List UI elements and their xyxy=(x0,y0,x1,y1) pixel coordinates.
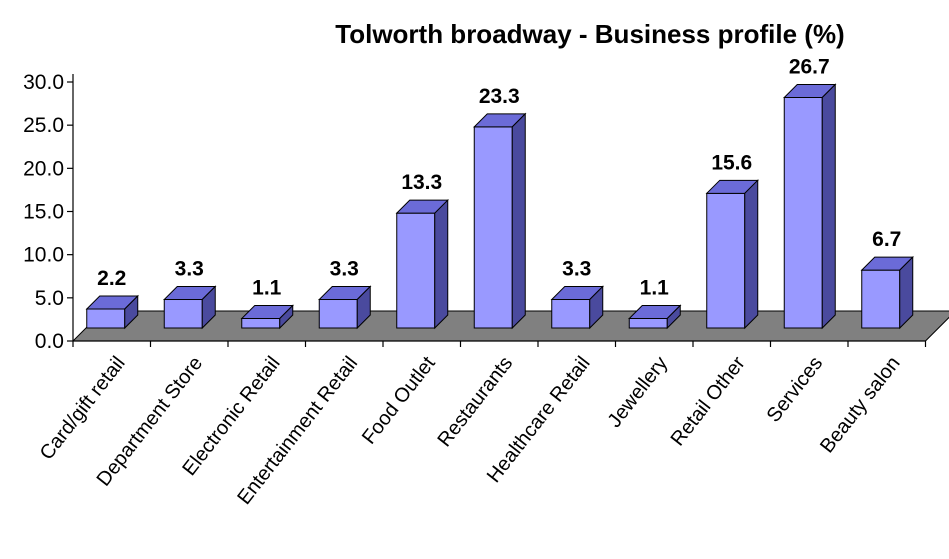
bar xyxy=(395,198,449,330)
bar-side xyxy=(356,285,371,330)
bar-front xyxy=(396,212,436,329)
data-label: 13.3 xyxy=(401,171,442,194)
chart-title: Tolworth broadway - Business profile (%) xyxy=(335,19,844,49)
axes-group: 0.0 5.0 10.0 15.0 20.0 25.0 30.0 xyxy=(23,71,927,353)
bar-side xyxy=(744,179,759,330)
y-tick-label: 10.0 xyxy=(23,244,64,267)
bar xyxy=(705,179,759,330)
bar-front xyxy=(706,192,746,329)
data-label: 6.7 xyxy=(872,228,901,251)
bar xyxy=(473,112,527,330)
bar xyxy=(240,304,294,330)
bar-front xyxy=(473,126,513,329)
x-tick-label: Food Outlet xyxy=(358,352,440,448)
data-label: 3.3 xyxy=(562,258,591,281)
y-tick-label: 20.0 xyxy=(23,157,64,180)
bar-front xyxy=(861,269,901,329)
bar-side xyxy=(899,255,914,330)
y-tick-label: 0.0 xyxy=(35,330,64,353)
bar-side xyxy=(124,294,139,330)
bar-side xyxy=(511,112,526,330)
data-label: 23.3 xyxy=(479,85,520,108)
data-label: 15.6 xyxy=(711,151,752,174)
data-labels-group: 2.2 3.3 1.1 3.3 13.3 23.3 3.3 1.1 15.6 26.7 6.7 xyxy=(97,55,901,299)
x-tick-label: Beauty salon xyxy=(816,353,905,458)
data-label: 3.3 xyxy=(175,258,204,281)
y-tick-label: 30.0 xyxy=(23,71,64,94)
bar xyxy=(783,83,837,330)
data-label: 3.3 xyxy=(330,258,359,281)
y-tick-label: 15.0 xyxy=(23,201,64,224)
bar-side xyxy=(201,285,216,330)
data-label: 1.1 xyxy=(640,277,670,300)
bar-side xyxy=(666,304,681,330)
bars-group xyxy=(85,83,914,330)
bar-side xyxy=(434,198,449,330)
x-tick-label: Restaurants xyxy=(433,353,517,452)
y-tick-label: 5.0 xyxy=(35,287,64,310)
x-tick-label: Services xyxy=(763,353,828,427)
bar xyxy=(318,285,372,330)
bar-front xyxy=(241,318,281,329)
y-tick-label: 25.0 xyxy=(23,114,64,137)
bar-front xyxy=(163,299,203,329)
bar-front xyxy=(628,318,668,329)
data-label: 2.2 xyxy=(97,267,126,290)
data-label: 26.7 xyxy=(789,55,830,78)
bar xyxy=(860,255,914,330)
x-tick-label: Jewellery xyxy=(604,353,673,432)
bar-front xyxy=(551,299,591,329)
bar-side xyxy=(279,304,294,330)
bar-side xyxy=(821,83,836,330)
bar xyxy=(85,294,139,330)
x-tick-label: Retail Other xyxy=(667,352,750,450)
bar xyxy=(628,304,682,330)
bar xyxy=(163,285,217,330)
bar-side xyxy=(589,285,604,330)
bar-front xyxy=(318,299,358,329)
data-label: 1.1 xyxy=(252,277,282,300)
bar-front xyxy=(783,96,823,329)
bar-front xyxy=(86,308,126,329)
bar xyxy=(550,285,604,330)
